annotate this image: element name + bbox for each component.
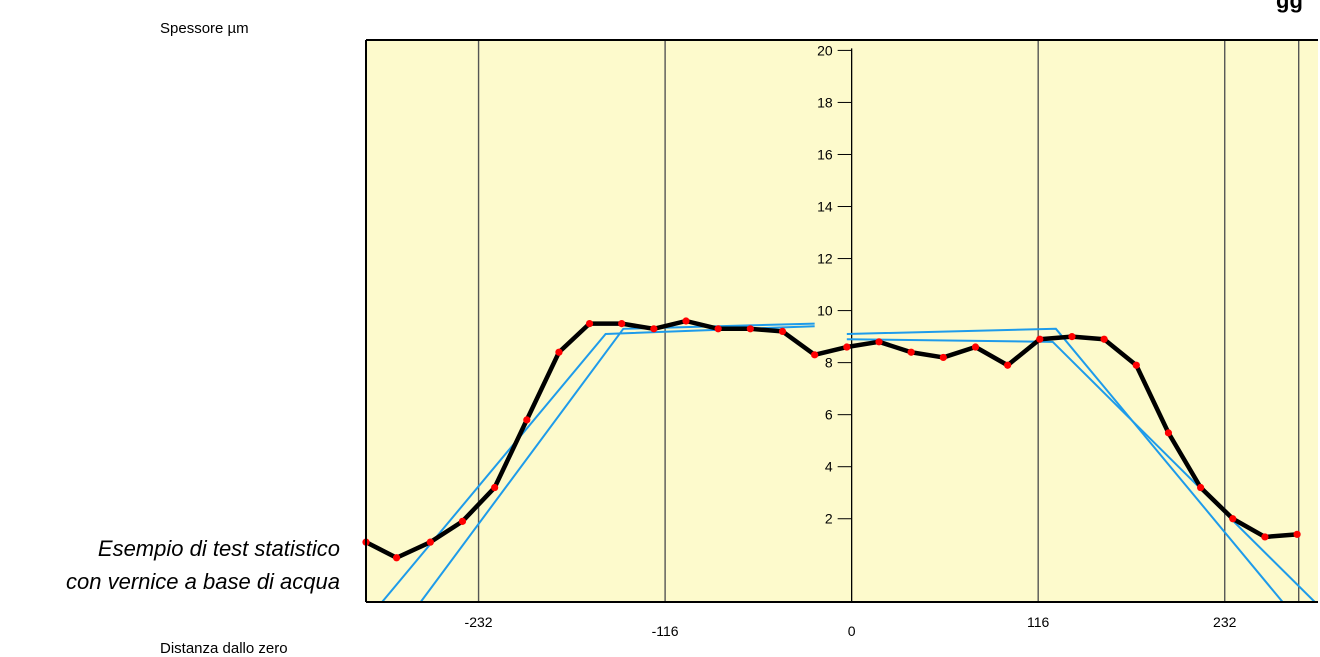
x-tick-label: 0 (848, 623, 856, 639)
data-point (971, 343, 980, 351)
data-point (555, 348, 563, 356)
data-point (907, 348, 915, 356)
plot-background (366, 40, 1318, 602)
data-point (1068, 333, 1076, 341)
data-point (843, 343, 851, 351)
x-tick-label: 116 (1027, 614, 1050, 630)
data-point (1164, 429, 1173, 437)
data-point (523, 416, 531, 424)
y-axis-label: Spessore µm (160, 20, 249, 37)
data-point (746, 325, 754, 333)
data-point (650, 325, 658, 333)
data-point (585, 320, 594, 328)
y-tick-label: 18 (817, 94, 833, 110)
y-tick-label: 2 (825, 511, 833, 527)
data-point (875, 338, 883, 346)
data-point (1261, 533, 1269, 541)
data-point (491, 483, 499, 492)
caption-note: Esempio di test statistico con vernice a… (0, 532, 340, 598)
data-point (778, 327, 787, 336)
data-point (682, 317, 690, 325)
data-point (1132, 361, 1140, 369)
data-point (1100, 335, 1108, 343)
data-point (1293, 530, 1301, 538)
data-point (1004, 361, 1012, 369)
data-point (714, 325, 722, 333)
data-point (392, 554, 401, 562)
fit-line (846, 327, 1284, 602)
x-axis-label: Distanza dallo zero (160, 640, 288, 657)
data-point (1036, 335, 1044, 343)
chart-title-fragment: gg (1276, 0, 1303, 13)
y-tick-label: 14 (817, 199, 833, 215)
y-tick-label: 8 (825, 355, 833, 371)
y-tick-label: 4 (825, 459, 833, 475)
y-tick-label: 16 (817, 146, 833, 162)
data-point (939, 353, 947, 362)
y-tick-label: 12 (817, 251, 833, 267)
y-tick-label: 6 (825, 407, 833, 423)
data-point (458, 517, 467, 525)
data-point (618, 320, 626, 328)
x-tick-label: -232 (465, 614, 493, 630)
y-tick-label: 10 (817, 303, 833, 319)
caption-line-2: con vernice a base di acqua (66, 569, 340, 594)
data-point (426, 538, 434, 546)
data-point (811, 351, 819, 359)
x-tick-label: 232 (1213, 614, 1237, 630)
thickness-profile-line (364, 318, 1298, 561)
x-tick-label: -116 (652, 623, 679, 639)
y-tick-label: 20 (817, 42, 833, 58)
data-point (1197, 483, 1205, 492)
caption-line-1: Esempio di test statistico (97, 536, 340, 561)
data-point (1229, 515, 1237, 523)
